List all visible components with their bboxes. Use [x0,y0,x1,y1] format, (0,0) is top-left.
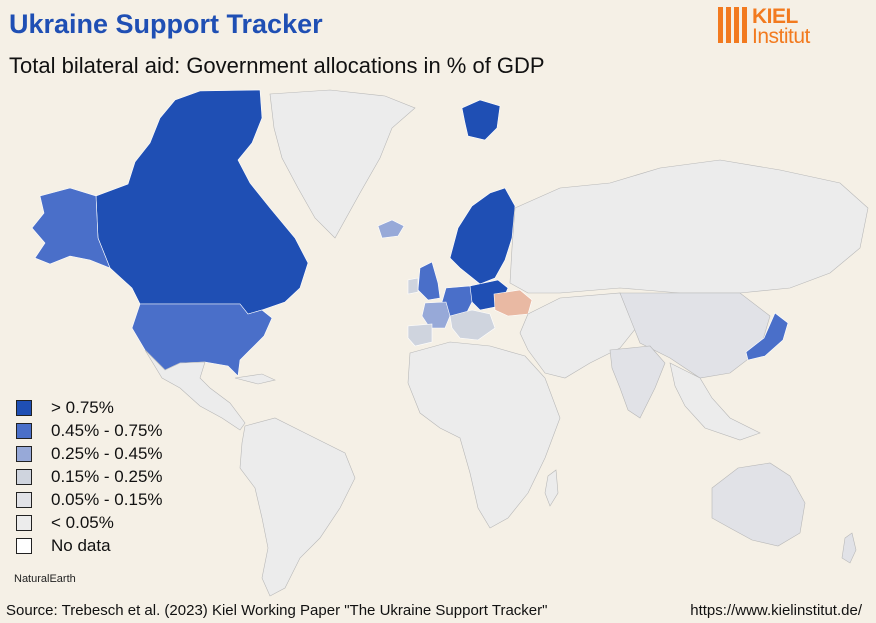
caribbean-islands [234,373,276,385]
region-central-asia-middle-east[interactable] [519,292,641,379]
logo-text-institut: Institut [752,25,810,48]
legend-swatch [16,468,32,485]
country-greenland[interactable] [269,89,416,239]
country-nordics[interactable] [449,187,516,285]
source-note: Source: Trebesch et al. (2023) Kiel Work… [6,602,548,619]
country-russia[interactable] [509,159,869,294]
kiel-logo-mark-icon [718,7,747,43]
country-usa-alaska[interactable] [31,187,111,269]
legend-swatch [16,399,32,416]
legend-label: 0.15% - 0.25% [51,466,163,486]
kiel-institut-logo: KIEL Institut [718,5,848,49]
legend-label: 0.05% - 0.15% [51,489,163,509]
continent-south-america[interactable] [239,417,356,597]
country-mexico-central-america[interactable] [144,349,246,431]
legend-item: 0.25% - 0.45% [16,442,163,465]
legend-swatch [16,445,32,462]
country-ukraine[interactable] [493,289,533,317]
region-southeast-asia[interactable] [669,362,761,441]
legend: > 0.75% 0.45% - 0.75% 0.25% - 0.45% 0.15… [16,396,163,557]
legend-label: No data [51,535,111,555]
country-japan[interactable] [745,312,789,361]
legend-item: No data [16,534,163,557]
country-india[interactable] [609,345,666,419]
country-france[interactable] [421,301,451,329]
legend-item: < 0.05% [16,511,163,534]
country-iberia[interactable] [407,323,433,347]
map-data-credit: NaturalEarth [14,573,76,585]
legend-swatch [16,514,32,531]
country-australia[interactable] [711,462,806,547]
legend-label: 0.45% - 0.75% [51,420,163,440]
legend-swatch [16,422,32,439]
continent-africa[interactable] [407,341,561,529]
legend-item: 0.15% - 0.25% [16,465,163,488]
country-new-zealand[interactable] [841,532,857,564]
legend-item: 0.45% - 0.75% [16,419,163,442]
world-choropleth-map [31,89,869,597]
legend-label: > 0.75% [51,397,114,417]
logo-text-kiel: KIEL [752,5,798,28]
website-link[interactable]: https://www.kielinstitut.de/ [690,602,862,619]
region-central-southern-europe[interactable] [449,309,496,341]
map-subtitle: Total bilateral aid: Government allocati… [9,53,545,78]
legend-item: 0.05% - 0.15% [16,488,163,511]
country-svalbard[interactable] [461,99,501,141]
map-title: Ukraine Support Tracker [9,9,323,39]
country-china[interactable] [619,292,771,379]
legend-item: > 0.75% [16,396,163,419]
country-uk[interactable] [417,261,441,301]
country-ireland[interactable] [407,277,419,295]
country-madagascar[interactable] [544,469,559,507]
legend-swatch [16,491,32,508]
country-iceland[interactable] [377,219,405,239]
legend-label: < 0.05% [51,512,114,532]
legend-label: 0.25% - 0.45% [51,443,163,463]
legend-swatch [16,537,32,554]
